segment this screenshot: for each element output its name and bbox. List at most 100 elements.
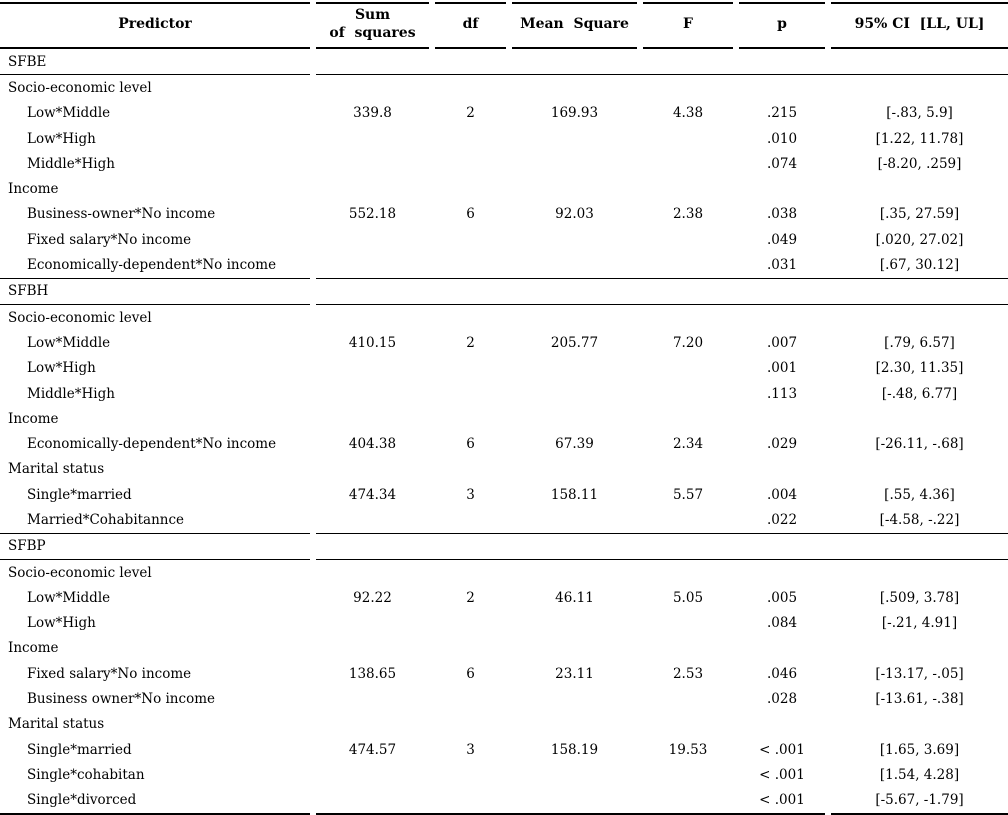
group-label-cell: Socio-economic level xyxy=(8,309,152,326)
f-cell: 2.38 xyxy=(672,206,704,223)
mean-square-cell xyxy=(512,762,637,787)
df-cell: 2 xyxy=(466,589,475,606)
group-label-cell: Socio-economic level xyxy=(8,79,152,96)
ci-cell: [-13.17, -.05] xyxy=(875,665,964,682)
f-cell xyxy=(643,686,733,711)
df-cell: 3 xyxy=(466,741,475,758)
group-label-cell: Income xyxy=(8,181,59,198)
sum-of-squares-cell: 138.65 xyxy=(348,665,397,682)
data-row: Low*Middle 92.22 2 46.11 5.05 .005 [.509, 3.78… xyxy=(0,585,1008,610)
ci-cell: [-.48, 6.77] xyxy=(881,385,958,402)
df-cell: 2 xyxy=(466,105,475,122)
f-cell xyxy=(643,381,733,406)
group-label-cell: Socio-economic level xyxy=(8,564,152,581)
p-cell: .022 xyxy=(766,511,798,528)
group-label-cell: Marital status xyxy=(8,461,105,478)
df-cell xyxy=(435,762,506,787)
df-cell: 6 xyxy=(466,665,475,682)
group-row: Socio-economic level xyxy=(0,305,1008,330)
ci-cell: [.020, 27.02] xyxy=(875,231,964,248)
f-cell xyxy=(643,356,733,381)
col-header-sum-of-squares: Sum of squares xyxy=(316,2,429,49)
p-cell: < .001 xyxy=(759,766,805,783)
predictor-cell: Single*cohabitan xyxy=(27,766,145,783)
mean-square-cell xyxy=(512,381,637,406)
ci-cell: [-26.11, -.68] xyxy=(875,436,964,453)
mean-square-cell: 169.93 xyxy=(550,105,599,122)
col-header-ci: 95% CI [LL, UL] xyxy=(831,2,1008,49)
mean-square-cell: 23.11 xyxy=(555,665,594,682)
sum-of-squares-cell xyxy=(316,227,429,252)
data-row: Middle*High .113 [-.48, 6.77] xyxy=(0,381,1008,406)
ci-cell: [-5.67, -1.79] xyxy=(875,792,964,809)
mean-square-cell: 205.77 xyxy=(550,334,599,351)
predictor-cell: Single*married xyxy=(27,486,132,503)
df-cell: 2 xyxy=(466,334,475,351)
df-cell: 6 xyxy=(466,436,475,453)
p-cell: < .001 xyxy=(759,792,805,809)
ci-cell: [-13.61, -.38] xyxy=(875,691,964,708)
ci-cell: [1.22, 11.78] xyxy=(875,130,964,147)
sum-of-squares-cell xyxy=(316,151,429,176)
section-label-cell: SFBH xyxy=(0,277,310,305)
section-label-cell: SFBP xyxy=(0,532,310,560)
df-cell xyxy=(435,381,506,406)
header-row: Predictor Sum of squares df Mean Square … xyxy=(0,2,1008,49)
data-row: Single*married 474.57 3 158.19 19.53 < .001 [1… xyxy=(0,737,1008,762)
ci-cell: [-.83, 5.9] xyxy=(886,105,953,122)
section-row: SFBP xyxy=(0,532,1008,560)
ci-cell: [-4.58, -.22] xyxy=(879,511,960,528)
predictor-cell: Married*Cohabitannce xyxy=(27,511,185,528)
ci-cell: [.35, 27.59] xyxy=(879,206,960,223)
predictor-cell: Low*Middle xyxy=(27,105,111,122)
data-row: Business-owner*No income 552.18 6 92.03 2.38… xyxy=(0,202,1008,227)
df-cell xyxy=(435,611,506,636)
sum-of-squares-cell: 404.38 xyxy=(348,436,397,453)
group-label-cell: Marital status xyxy=(8,716,105,733)
data-row: Low*High .084 [-.21, 4.91] xyxy=(0,611,1008,636)
mean-square-cell xyxy=(512,252,637,277)
sum-of-squares-cell: 92.22 xyxy=(353,589,392,606)
predictor-cell: Low*Middle xyxy=(27,589,111,606)
f-cell xyxy=(643,762,733,787)
p-cell: .031 xyxy=(766,257,798,274)
data-row: Low*High .001 [2.30, 11.35] xyxy=(0,356,1008,381)
p-cell: .004 xyxy=(766,486,798,503)
f-cell xyxy=(643,227,733,252)
section-label-cell: SFBE xyxy=(0,49,310,76)
df-cell xyxy=(435,686,506,711)
f-cell xyxy=(643,611,733,636)
f-cell: 4.38 xyxy=(672,105,704,122)
predictor-cell: Fixed salary*No income xyxy=(27,665,192,682)
sum-of-squares-cell xyxy=(316,126,429,151)
group-row: Marital status xyxy=(0,712,1008,737)
col-header-f: F xyxy=(643,2,733,49)
data-row: Low*Middle 339.8 2 169.93 4.38 .215 [-.83, 5.9… xyxy=(0,101,1008,126)
ci-cell: [-8.20, .259] xyxy=(877,155,962,172)
mean-square-cell: 46.11 xyxy=(555,589,594,606)
df-cell xyxy=(435,507,506,532)
ci-cell: [1.65, 3.69] xyxy=(879,741,960,758)
p-cell: .084 xyxy=(766,615,798,632)
predictor-cell: Low*Middle xyxy=(27,334,111,351)
p-cell: .001 xyxy=(766,360,798,377)
ci-cell: [1.54, 4.28] xyxy=(879,766,960,783)
df-cell xyxy=(435,356,506,381)
predictor-cell: Business-owner*No income xyxy=(27,206,216,223)
ci-cell: [-.21, 4.91] xyxy=(881,615,958,632)
data-row: Single*divorced < .001 [-5.67, -1.79] xyxy=(0,788,1008,813)
sum-of-squares-cell xyxy=(316,788,429,813)
data-row: Single*cohabitan < .001 [1.54, 4.28] xyxy=(0,762,1008,787)
f-cell xyxy=(643,252,733,277)
group-row: Income xyxy=(0,176,1008,201)
section-spacer-cell xyxy=(316,532,1008,560)
mean-square-cell xyxy=(512,356,637,381)
mean-square-cell xyxy=(512,126,637,151)
data-row: Married*Cohabitannce .022 [-4.58, -.22] xyxy=(0,507,1008,532)
mean-square-cell xyxy=(512,507,637,532)
p-cell: .005 xyxy=(766,589,798,606)
predictor-cell: Business owner*No income xyxy=(27,691,215,708)
f-cell xyxy=(643,126,733,151)
sum-of-squares-cell xyxy=(316,686,429,711)
